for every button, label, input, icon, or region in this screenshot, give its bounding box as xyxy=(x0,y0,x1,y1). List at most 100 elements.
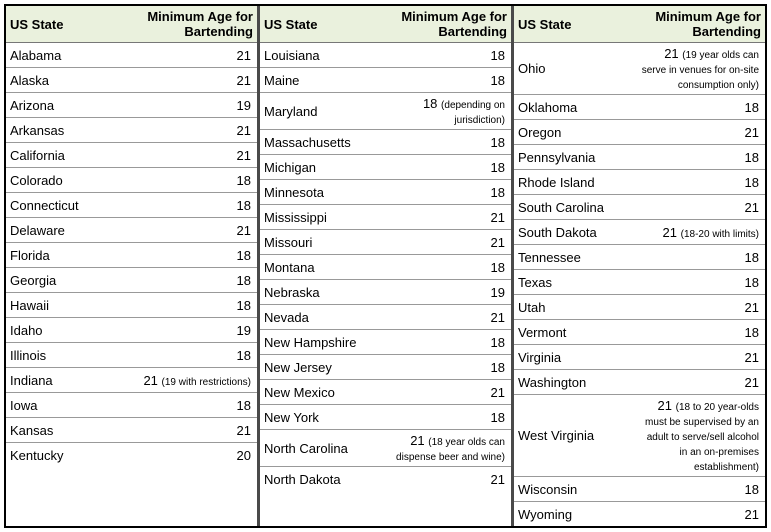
age-value: 21 xyxy=(237,148,251,163)
age-note: (18 to 20 year-olds must be supervised b… xyxy=(645,402,759,473)
age-value: 21 xyxy=(745,200,759,215)
cell-state: South Carolina xyxy=(514,197,635,218)
cell-age: 21 xyxy=(381,307,511,328)
age-value: 18 xyxy=(491,185,505,200)
age-value: 21 xyxy=(745,350,759,365)
cell-state: Colorado xyxy=(6,170,127,191)
age-value: 18 xyxy=(745,482,759,497)
age-value: 18 xyxy=(745,325,759,340)
table-row: Kentucky20 xyxy=(6,443,257,467)
age-note: (19 with restrictions) xyxy=(162,377,251,388)
cell-age: 18 xyxy=(381,70,511,91)
cell-age: 18 xyxy=(635,147,765,168)
column-1: US StateMinimum Age for BartendingAlabam… xyxy=(6,6,260,526)
cell-state: Mississippi xyxy=(260,207,381,228)
cell-state: Hawaii xyxy=(6,295,127,316)
cell-state: Missouri xyxy=(260,232,381,253)
table-row: Missouri21 xyxy=(260,230,511,255)
age-value: 18 xyxy=(491,360,505,375)
age-value: 21 xyxy=(664,46,678,61)
cell-age: 21 xyxy=(127,145,257,166)
table-row: Arizona19 xyxy=(6,93,257,118)
age-value: 21 xyxy=(663,225,677,240)
cell-age: 21 xyxy=(381,469,511,490)
cell-state: Idaho xyxy=(6,320,127,341)
column-3: US StateMinimum Age for BartendingOhio21… xyxy=(514,6,765,526)
cell-age: 21 (19 with restrictions) xyxy=(127,370,257,391)
table-row: Nevada21 xyxy=(260,305,511,330)
cell-age: 18 xyxy=(635,172,765,193)
table-row: California 21 xyxy=(6,143,257,168)
age-value: 21 xyxy=(237,123,251,138)
age-value: 18 xyxy=(237,348,251,363)
cell-state: Pennsylvania xyxy=(514,147,635,168)
age-value: 21 xyxy=(237,48,251,63)
cell-state: New York xyxy=(260,407,381,428)
cell-age: 21 xyxy=(127,420,257,441)
table-row: Oklahoma18 xyxy=(514,95,765,120)
cell-state: Oklahoma xyxy=(514,97,635,118)
age-value: 21 xyxy=(410,433,424,448)
header-age: Minimum Age for Bartending xyxy=(635,6,765,42)
cell-age: 18 xyxy=(381,157,511,178)
table-row: Massachusetts18 xyxy=(260,130,511,155)
header-age: Minimum Age for Bartending xyxy=(127,6,257,42)
table-row: Maryland18 (depending on jurisdiction) xyxy=(260,93,511,130)
table-row: Wyoming 21 xyxy=(514,502,765,526)
age-value: 18 xyxy=(491,410,505,425)
table-row: Connecticut18 xyxy=(6,193,257,218)
table-row: New Hampshire18 xyxy=(260,330,511,355)
cell-age: 21 xyxy=(635,122,765,143)
table-row: Montana18 xyxy=(260,255,511,280)
age-value: 18 xyxy=(491,48,505,63)
cell-state: Wisconsin xyxy=(514,479,635,500)
cell-state: Arizona xyxy=(6,95,127,116)
cell-state: Virginia xyxy=(514,347,635,368)
age-value: 18 xyxy=(491,260,505,275)
age-value: 21 xyxy=(658,398,672,413)
table-row: Kansas21 xyxy=(6,418,257,443)
cell-state: West Virginia xyxy=(514,425,635,446)
table-row: Wisconsin 18 xyxy=(514,477,765,502)
table-row: Minnesota18 xyxy=(260,180,511,205)
table-row: Indiana21 (19 with restrictions) xyxy=(6,368,257,393)
age-note: (19 year olds can serve in venues for on… xyxy=(642,50,759,91)
cell-age: 18 xyxy=(635,247,765,268)
cell-state: California xyxy=(6,145,127,166)
cell-state: New Hampshire xyxy=(260,332,381,353)
table-row: Rhode Island18 xyxy=(514,170,765,195)
cell-age: 18 xyxy=(635,479,765,500)
cell-state: Wyoming xyxy=(514,504,635,525)
cell-state: Indiana xyxy=(6,370,127,391)
table-row: North Carolina21 (18 year olds can dispe… xyxy=(260,430,511,467)
cell-age: 18 xyxy=(381,257,511,278)
cell-age: 18 xyxy=(381,182,511,203)
cell-state: Massachusetts xyxy=(260,132,381,153)
age-value: 21 xyxy=(745,507,759,522)
cell-age: 21 xyxy=(127,220,257,241)
age-value: 18 xyxy=(745,250,759,265)
cell-age: 21 (18 to 20 year-olds must be supervise… xyxy=(635,395,765,476)
table-row: Alaska21 xyxy=(6,68,257,93)
cell-age: 19 xyxy=(127,320,257,341)
header-state: US State xyxy=(514,14,635,35)
cell-age: 21 xyxy=(635,197,765,218)
table-row: Pennsylvania 18 xyxy=(514,145,765,170)
cell-age: 21 xyxy=(381,207,511,228)
age-value: 21 xyxy=(745,375,759,390)
cell-age: 18 xyxy=(127,395,257,416)
table-row: Michigan18 xyxy=(260,155,511,180)
cell-age: 21 xyxy=(381,232,511,253)
age-value: 21 xyxy=(237,223,251,238)
cell-state: Nebraska xyxy=(260,282,381,303)
age-value: 18 xyxy=(745,150,759,165)
column-header: US StateMinimum Age for Bartending xyxy=(260,6,511,43)
table-row: South Carolina 21 xyxy=(514,195,765,220)
cell-age: 19 xyxy=(127,95,257,116)
table-row: Louisiana18 xyxy=(260,43,511,68)
cell-state: Iowa xyxy=(6,395,127,416)
age-value: 21 xyxy=(745,125,759,140)
table-row: Iowa18 xyxy=(6,393,257,418)
age-value: 21 xyxy=(491,210,505,225)
cell-state: Alaska xyxy=(6,70,127,91)
